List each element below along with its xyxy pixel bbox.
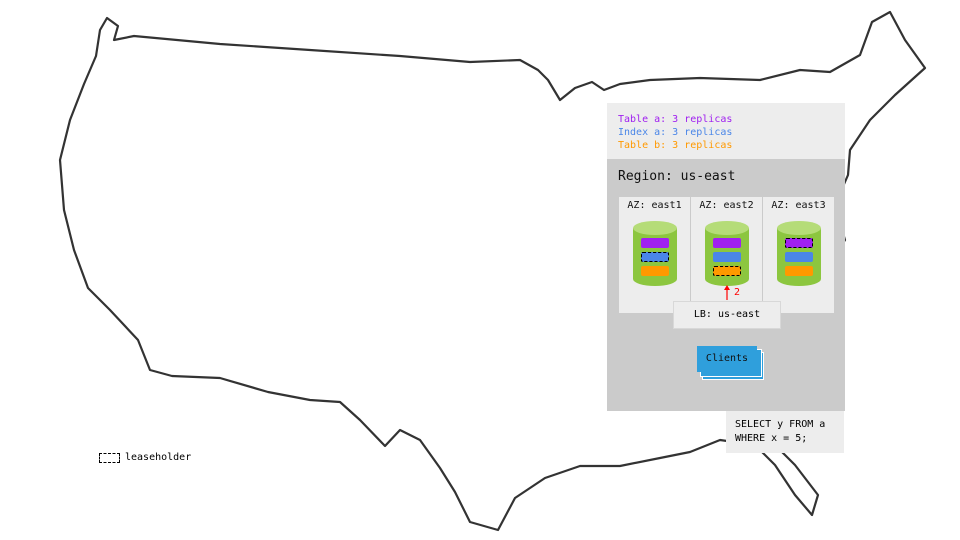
replica-tablea-leaseholder xyxy=(785,238,813,248)
az-2: AZ: east2 xyxy=(691,197,762,313)
replica-index-leaseholder xyxy=(641,252,669,262)
replica-index xyxy=(713,252,741,262)
leaseholder-label: leaseholder xyxy=(125,452,192,463)
database-node-icon xyxy=(633,221,677,286)
replica-tableb-leaseholder xyxy=(713,266,741,276)
query-line-1: SELECT y FROM a xyxy=(735,419,826,430)
leaseholder-dashed-box-icon xyxy=(99,452,120,463)
legend-table-b: Table b: 3 replicas xyxy=(618,140,733,151)
replica-tablea xyxy=(713,238,741,248)
arrow-step-label: 2 xyxy=(734,287,741,298)
load-balancer: LB: us-east xyxy=(673,301,781,329)
replica-index xyxy=(785,252,813,262)
az-3: AZ: east3 xyxy=(763,197,834,313)
replica-legend: Table a: 3 replicas Index a: 3 replicas … xyxy=(607,103,845,159)
az-label: AZ: east3 xyxy=(771,200,826,211)
leaseholder-legend: leaseholder xyxy=(99,452,191,463)
query-line-2: WHERE x = 5; xyxy=(735,433,808,444)
replica-tablea xyxy=(641,238,669,248)
legend-table-a: Table a: 3 replicas xyxy=(618,114,733,125)
legend-index-a: Index a: 3 replicas xyxy=(618,127,733,138)
region-us-east: Region: us-east AZ: east1 AZ: east2 AZ: ea… xyxy=(607,159,845,411)
az-1: AZ: east1 xyxy=(619,197,690,313)
az-label: AZ: east1 xyxy=(627,200,682,211)
region-title: Region: us-east xyxy=(618,169,736,184)
az-label: AZ: east2 xyxy=(699,200,754,211)
sql-query: SELECT y FROM a WHERE x = 5; xyxy=(726,411,844,453)
database-node-icon xyxy=(777,221,821,286)
replica-tableb xyxy=(785,266,813,276)
clients-box: Clients xyxy=(697,346,757,372)
database-node-icon xyxy=(705,221,749,286)
request-arrow xyxy=(724,285,730,300)
replica-tableb xyxy=(641,266,669,276)
